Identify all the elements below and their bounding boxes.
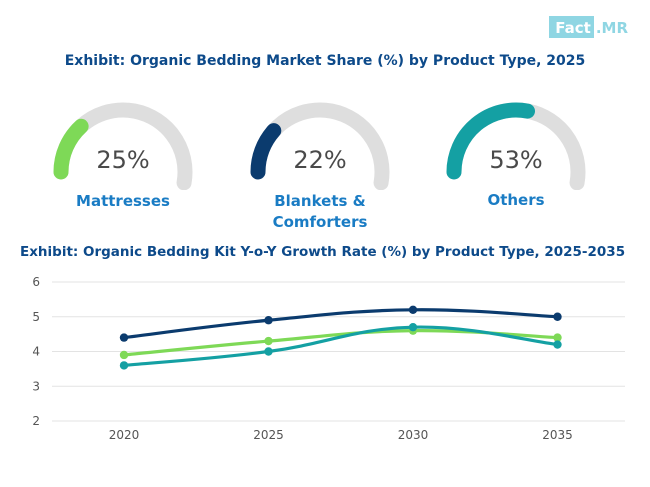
gauge-mattresses-arc [53,118,89,180]
logo-fact: Fact [549,16,594,38]
point-others-2025 [264,347,273,356]
point-blankets-comforters-2030 [408,305,418,314]
point-others-2030 [408,322,418,332]
factmr-logo: Fact .MR [549,16,628,38]
line-chart-title: Exhibit: Organic Bedding Kit Y-o-Y Growt… [20,244,626,260]
y-tick-label-3: 3 [32,379,40,393]
y-tick-label-6: 6 [32,275,40,289]
gauge-others-svg [446,102,586,190]
gauge-blankets-label: Blankets & Comforters [272,192,368,231]
gauge-mattresses-label: Mattresses [76,192,170,210]
series-line-others [122,325,560,367]
y-tick-label-4: 4 [32,345,40,359]
series-line-blankets-comforters [122,308,560,340]
x-tick-label-2020: 2020 [109,428,140,442]
x-tick-label-2035: 2035 [542,428,573,442]
point-mattresses-2035 [553,333,562,342]
y-tick-label-2: 2 [32,414,40,428]
x-tick-label-2025: 2025 [253,428,284,442]
x-tick-label-2030: 2030 [398,428,429,442]
gauge-others-label: Others [487,191,545,209]
gauge-blankets-svg [250,102,390,190]
gauge-others-arc [446,102,536,180]
gauge-chart-title: Exhibit: Organic Bedding Market Share (%… [64,53,586,69]
point-others-2035 [553,340,562,349]
point-blankets-comforters-2035 [553,312,562,321]
gauge-mattresses-svg [53,102,193,190]
line-chart: 2 3 4 5 6 2020 2025 2030 2035 [32,275,625,442]
gauge-blankets-arc [250,123,282,180]
gauge-others-value: 53% [489,146,543,174]
point-others-2020 [119,361,129,370]
y-tick-label-5: 5 [32,310,40,324]
gauge-others: 53% [436,100,596,190]
gauge-blankets-value: 22% [293,146,347,174]
point-blankets-comforters-2020 [119,333,129,342]
point-mattresses-2020 [119,350,129,360]
gauge-blankets: 22% [240,100,400,190]
gauge-mattresses: 25% [43,100,203,190]
gauge-mattresses-value: 25% [96,146,150,174]
point-blankets-comforters-2025 [264,316,273,325]
logo-mr: .MR [595,19,628,37]
point-mattresses-2025 [264,336,273,346]
